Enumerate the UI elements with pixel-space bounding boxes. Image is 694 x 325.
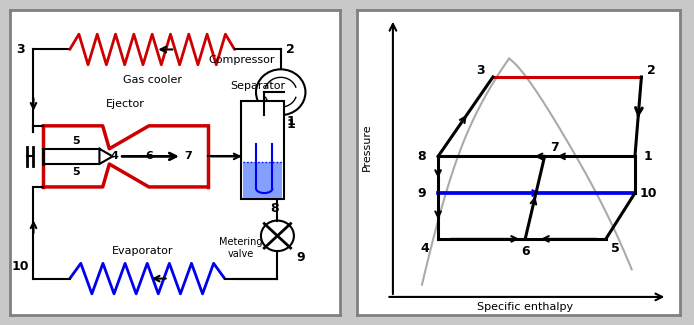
Text: 5: 5 <box>73 167 80 177</box>
Text: Metering
valve: Metering valve <box>219 237 263 259</box>
Text: Ejector: Ejector <box>106 99 145 110</box>
Text: 2: 2 <box>286 43 295 56</box>
Text: 9: 9 <box>418 187 426 200</box>
Polygon shape <box>99 149 112 164</box>
Text: 3: 3 <box>475 64 484 77</box>
Bar <box>241 101 284 199</box>
Text: 8: 8 <box>418 150 426 163</box>
Text: 4: 4 <box>110 151 118 162</box>
Text: 10: 10 <box>639 187 657 200</box>
Text: 1: 1 <box>286 118 295 131</box>
Text: Separator: Separator <box>230 81 285 91</box>
Text: 7: 7 <box>550 141 559 154</box>
Text: 1: 1 <box>286 115 295 128</box>
Text: 1: 1 <box>643 150 652 163</box>
Text: Gas cooler: Gas cooler <box>123 75 182 85</box>
Text: 6: 6 <box>145 151 153 162</box>
Text: 4: 4 <box>421 241 430 254</box>
Text: 3: 3 <box>16 43 24 56</box>
Text: Compressor: Compressor <box>208 55 274 65</box>
Text: 2: 2 <box>647 64 655 77</box>
Text: Evaporator: Evaporator <box>112 246 173 256</box>
Text: 5: 5 <box>73 136 80 146</box>
Text: 5: 5 <box>611 241 620 254</box>
Text: Pressure: Pressure <box>362 124 372 171</box>
Text: 9: 9 <box>296 251 305 264</box>
Text: Specific enthalpy: Specific enthalpy <box>477 302 573 312</box>
Text: 10: 10 <box>12 260 29 273</box>
Text: 7: 7 <box>185 151 192 162</box>
Text: 8: 8 <box>270 202 278 215</box>
Text: 6: 6 <box>521 245 530 258</box>
Bar <box>243 162 282 198</box>
